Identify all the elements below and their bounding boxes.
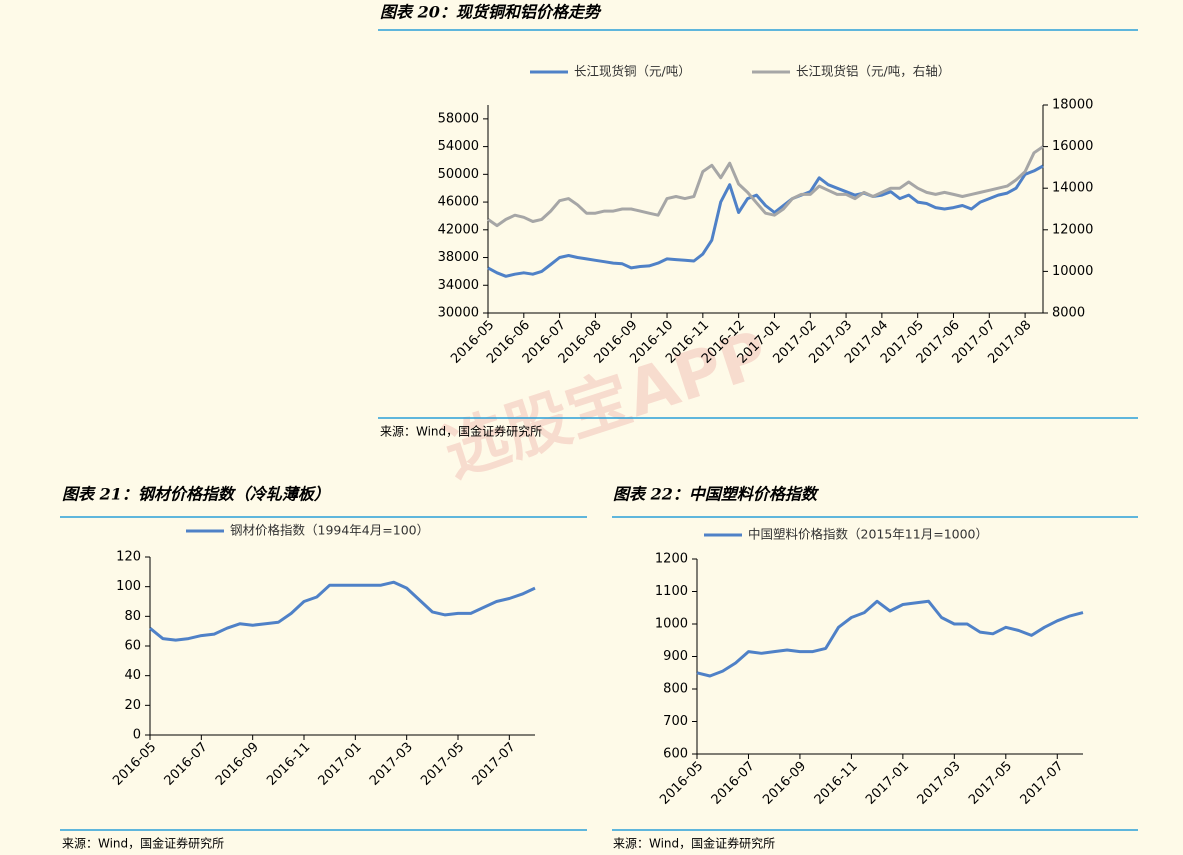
y2-tick-label: 8000	[1052, 306, 1085, 321]
x-tick-label: 2016-07	[162, 740, 211, 789]
y-tick-label: 40	[124, 668, 141, 683]
x-tick-label: 2017-05	[418, 740, 467, 789]
y-tick-label: 58000	[438, 111, 479, 126]
x-tick-label: 2016-11	[812, 759, 861, 808]
x-tick-label: 2016-09	[213, 740, 262, 789]
y2-tick-label: 10000	[1052, 264, 1093, 279]
series-line	[487, 145, 1044, 228]
y-tick-label: 1200	[655, 552, 688, 567]
y2-tick-label: 12000	[1052, 222, 1093, 237]
y-tick-label: 20	[124, 698, 141, 713]
y-tick-label: 1100	[655, 584, 688, 599]
x-tick-label: 2017-07	[1018, 759, 1067, 808]
y-tick-label: 34000	[438, 278, 479, 293]
y-tick-label: 700	[663, 714, 688, 729]
legend-label: 长江现货铜（元/吨）	[574, 64, 691, 79]
legend-label: 钢材价格指数（1994年4月=100）	[230, 523, 429, 538]
x-tick-label: 2017-03	[915, 759, 964, 808]
source: 来源：Wind，国金证券研究所	[62, 836, 224, 851]
x-tick-label: 2017-01	[863, 759, 912, 808]
chart-title: 图表 22：中国塑料价格指数	[613, 485, 820, 504]
y-tick-label: 1000	[655, 617, 688, 632]
chart-title: 图表 21：钢材价格指数（冷轧薄板）	[62, 485, 330, 504]
source: 来源：Wind，国金证券研究所	[613, 836, 775, 851]
y-tick-label: 900	[663, 649, 688, 664]
y-tick-label: 120	[116, 550, 141, 565]
x-tick-label: 2016-11	[264, 740, 313, 789]
y2-tick-label: 14000	[1052, 181, 1093, 196]
chart-title: 图表 20：现货铜和铝价格走势	[380, 3, 602, 22]
y-tick-label: 0	[133, 728, 141, 743]
legend-label: 中国塑料价格指数（2015年11月=1000）	[748, 527, 988, 542]
series-line	[696, 599, 1084, 678]
legend-label: 长江现货铝（元/吨，右轴）	[796, 64, 950, 79]
y-tick-label: 54000	[438, 139, 479, 154]
y-tick-label: 50000	[438, 167, 479, 182]
y-tick-label: 800	[663, 682, 688, 697]
series-line	[487, 164, 1044, 278]
series-line	[149, 580, 536, 642]
x-tick-label: 2017-07	[470, 740, 519, 789]
x-tick-label: 2017-05	[966, 759, 1015, 808]
x-tick-label: 2017-03	[367, 740, 416, 789]
y-tick-label: 42000	[438, 222, 479, 237]
x-tick-label: 2016-07	[709, 759, 758, 808]
y-tick-label: 30000	[438, 306, 479, 321]
x-tick-label: 2016-05	[657, 759, 706, 808]
y-tick-label: 100	[116, 579, 141, 594]
source: 来源：Wind，国金证券研究所	[380, 424, 542, 439]
y-tick-label: 38000	[438, 250, 479, 265]
y2-tick-label: 16000	[1052, 139, 1093, 154]
x-tick-label: 2017-01	[316, 740, 365, 789]
y-tick-label: 600	[663, 747, 688, 762]
x-tick-label: 2016-09	[760, 759, 809, 808]
y-tick-label: 46000	[438, 195, 479, 210]
y-tick-label: 80	[124, 609, 141, 624]
y-tick-label: 60	[124, 639, 141, 654]
x-tick-label: 2016-05	[110, 740, 159, 789]
y2-tick-label: 18000	[1052, 98, 1093, 113]
